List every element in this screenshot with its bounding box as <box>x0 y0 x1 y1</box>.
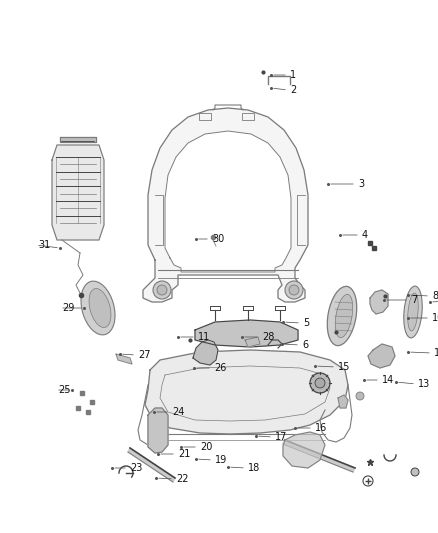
Circle shape <box>356 392 364 400</box>
Polygon shape <box>368 344 395 368</box>
Polygon shape <box>195 320 298 347</box>
Text: 5: 5 <box>303 318 309 328</box>
Polygon shape <box>143 108 308 302</box>
Circle shape <box>315 378 325 388</box>
Text: 3: 3 <box>358 179 364 189</box>
Text: 30: 30 <box>212 234 224 244</box>
Ellipse shape <box>327 286 357 345</box>
Text: 18: 18 <box>248 463 260 473</box>
Text: 24: 24 <box>172 407 184 417</box>
Text: 10: 10 <box>432 313 438 323</box>
Ellipse shape <box>404 286 422 338</box>
Polygon shape <box>338 395 348 408</box>
Ellipse shape <box>89 288 111 327</box>
Polygon shape <box>60 137 96 142</box>
Text: 31: 31 <box>38 240 50 250</box>
Text: 16: 16 <box>315 423 327 433</box>
Text: 27: 27 <box>138 350 151 360</box>
Polygon shape <box>283 432 325 468</box>
Circle shape <box>285 281 303 299</box>
Polygon shape <box>145 350 348 434</box>
Text: 12: 12 <box>434 348 438 358</box>
Text: 6: 6 <box>302 340 308 350</box>
Text: 25: 25 <box>58 385 71 395</box>
Text: 7: 7 <box>411 295 417 305</box>
Text: 1: 1 <box>290 70 296 80</box>
Text: 13: 13 <box>418 379 430 389</box>
Circle shape <box>157 285 167 295</box>
Ellipse shape <box>408 293 418 331</box>
Polygon shape <box>148 408 168 453</box>
Ellipse shape <box>81 281 115 335</box>
Text: 17: 17 <box>275 432 287 442</box>
Polygon shape <box>370 290 388 314</box>
Polygon shape <box>165 131 291 272</box>
Text: 28: 28 <box>262 332 274 342</box>
Ellipse shape <box>335 294 353 338</box>
Text: 20: 20 <box>200 442 212 452</box>
Text: 19: 19 <box>215 455 227 465</box>
Polygon shape <box>128 448 175 482</box>
Polygon shape <box>52 145 104 240</box>
Circle shape <box>289 285 299 295</box>
Polygon shape <box>193 340 218 365</box>
Bar <box>242 113 254 120</box>
Text: 8: 8 <box>432 291 438 301</box>
Text: 2: 2 <box>290 85 296 95</box>
Text: 22: 22 <box>176 474 188 484</box>
Text: 4: 4 <box>362 230 368 240</box>
Polygon shape <box>245 337 260 347</box>
Text: 21: 21 <box>178 449 191 459</box>
Polygon shape <box>116 354 132 364</box>
Bar <box>199 113 211 120</box>
Text: 23: 23 <box>130 463 142 473</box>
Text: 29: 29 <box>62 303 74 313</box>
Circle shape <box>310 373 330 393</box>
Text: 26: 26 <box>214 363 226 373</box>
Text: 14: 14 <box>382 375 394 385</box>
Circle shape <box>153 281 171 299</box>
Text: 15: 15 <box>338 362 350 372</box>
Polygon shape <box>283 440 355 472</box>
Text: 11: 11 <box>198 332 210 342</box>
Circle shape <box>411 468 419 476</box>
